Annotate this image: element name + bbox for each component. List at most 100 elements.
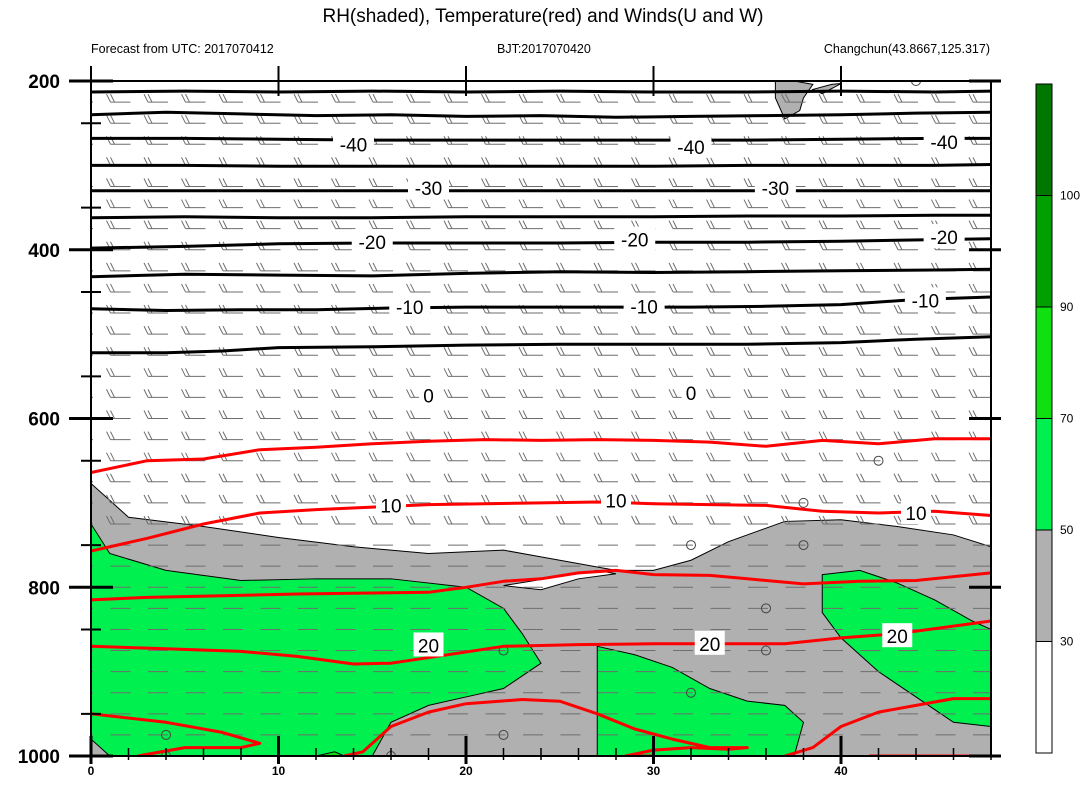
- wind-barb: [218, 114, 224, 124]
- wind-barb: [897, 283, 903, 293]
- wind-barb: [331, 93, 336, 103]
- wind-barb: [481, 389, 486, 398]
- wind-barb: [560, 431, 565, 440]
- wind-barb: [635, 473, 640, 483]
- wind-barb: [668, 157, 674, 166]
- wind-barb: [147, 283, 153, 293]
- colorbar-label: 30: [1060, 635, 1074, 649]
- wind-barb: [668, 431, 674, 440]
- isotherm-0: [91, 89, 991, 94]
- wind-barb: [481, 220, 486, 229]
- wind-barb: [706, 346, 711, 356]
- wind-barb: [822, 178, 828, 187]
- wind-barb: [856, 114, 861, 124]
- wind-barb: [410, 368, 415, 377]
- wind-barb: [73, 94, 77, 102]
- wind-barb: [968, 494, 974, 504]
- wind-barb: [631, 199, 636, 208]
- wind-barb: [631, 157, 636, 166]
- wind-barb: [747, 368, 753, 377]
- wind-barb: [822, 199, 828, 208]
- wind-barb: [260, 157, 265, 166]
- wind-barb: [222, 431, 228, 440]
- wind-barb: [406, 473, 411, 483]
- wind-barb: [593, 262, 599, 272]
- wind-barb: [672, 410, 678, 419]
- wind-barb: [822, 452, 828, 461]
- wind-barb: [743, 494, 749, 504]
- wind-barb: [518, 452, 524, 461]
- wind-barb: [260, 515, 265, 525]
- wind-barb: [372, 410, 378, 419]
- wind-barb: [256, 178, 261, 187]
- wind-barb: [69, 474, 73, 482]
- wind-barb: [597, 515, 603, 525]
- wind-barb: [256, 220, 261, 229]
- wind-barb: [968, 389, 974, 398]
- wind-barb: [106, 93, 111, 103]
- wind-barb: [597, 93, 603, 103]
- wind-barb: [406, 515, 411, 525]
- wind-barb: [893, 368, 899, 377]
- wind-barb: [110, 93, 115, 103]
- wind-barb: [147, 515, 153, 525]
- wind-barb: [822, 114, 828, 124]
- wind-barb: [485, 283, 490, 293]
- wind-barb: [69, 326, 73, 334]
- wind-barb: [897, 431, 903, 440]
- wind-barb: [297, 199, 303, 208]
- wind-barb: [968, 114, 974, 124]
- wind-barb: [968, 304, 974, 314]
- wind-barb: [672, 431, 678, 440]
- wind-barb: [335, 515, 340, 525]
- wind-barb: [147, 473, 153, 483]
- wind-barb: [818, 325, 824, 335]
- wind-barb: [218, 199, 224, 208]
- wind-barb: [560, 157, 565, 166]
- contour-label: 0: [686, 384, 697, 405]
- wind-barb: [781, 325, 786, 335]
- wind-barb: [856, 452, 861, 461]
- wind-barb: [743, 368, 749, 377]
- wind-barb: [447, 515, 453, 525]
- wind-barb: [69, 136, 73, 144]
- wind-barb: [372, 262, 378, 272]
- wind-barb: [631, 346, 636, 356]
- wind-barb: [293, 452, 299, 461]
- wind-barb: [256, 262, 261, 272]
- wind-barb: [968, 368, 974, 377]
- wind-barb: [743, 431, 749, 440]
- wind-barb: [372, 389, 378, 398]
- wind-barb: [147, 431, 153, 440]
- wind-barb: [672, 515, 678, 525]
- wind-barb: [593, 515, 599, 525]
- wind-barb: [143, 220, 149, 229]
- wind-barb: [372, 325, 378, 335]
- wind-barb: [143, 178, 149, 187]
- wind-barb: [260, 494, 265, 504]
- wind-barb: [856, 220, 861, 229]
- wind-barb: [747, 199, 753, 208]
- wind-barb: [593, 178, 599, 187]
- wind-barb: [972, 114, 978, 124]
- rh-region-6: [287, 751, 345, 756]
- wind-barb: [635, 494, 640, 504]
- wind-barb: [222, 389, 228, 398]
- wind-barb: [593, 283, 599, 293]
- wind-barb: [672, 389, 678, 398]
- wind-barb: [818, 473, 824, 483]
- wind-barb: [69, 305, 73, 313]
- xtick-label: 40: [834, 764, 848, 778]
- wind-barb: [672, 178, 678, 187]
- wind-barb: [443, 410, 449, 419]
- wind-barb: [668, 325, 674, 335]
- wind-barb: [260, 452, 265, 461]
- wind-barb: [560, 410, 565, 419]
- wind-barb: [481, 368, 486, 377]
- wind-barb: [293, 494, 299, 504]
- wind-barb: [106, 452, 111, 461]
- wind-barb: [447, 157, 453, 166]
- contour-label-bg: [670, 133, 712, 158]
- wind-barb: [410, 515, 415, 525]
- wind-barb: [597, 346, 603, 356]
